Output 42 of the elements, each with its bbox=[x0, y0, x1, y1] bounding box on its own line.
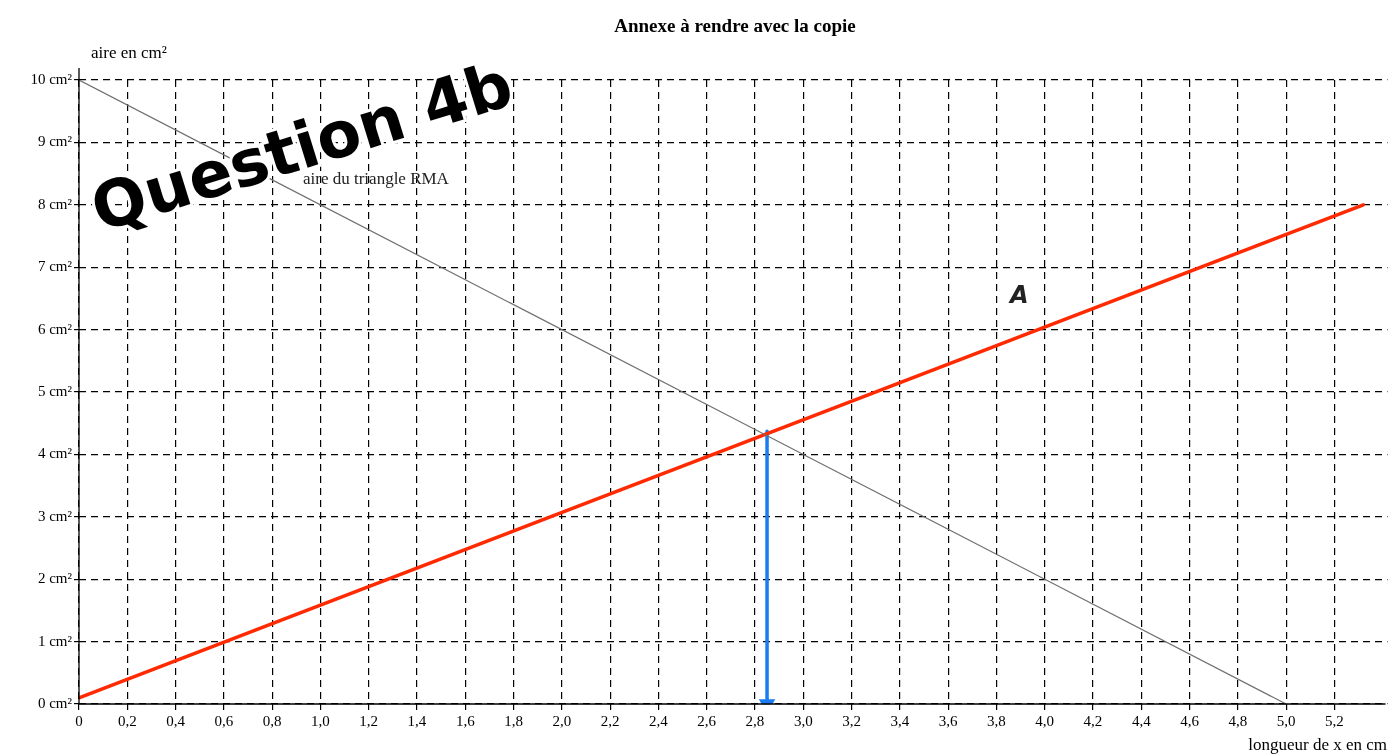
x-tick-label: 0,4 bbox=[166, 712, 186, 729]
y-tick-label: 9 cm² bbox=[37, 133, 73, 150]
x-tick-label: 2,6 bbox=[697, 712, 717, 729]
x-tick-label: 2,4 bbox=[649, 712, 669, 729]
x-axis-title: longueur de x en cm bbox=[1248, 734, 1387, 754]
x-tick-label: 1,4 bbox=[407, 712, 427, 729]
annotation: A bbox=[1008, 281, 1029, 310]
x-tick-label: 0,6 bbox=[214, 712, 234, 729]
y-tick-label: 1 cm² bbox=[37, 632, 73, 649]
y-axis-title: aire en cm² bbox=[91, 42, 167, 62]
y-tick-label: 5 cm² bbox=[37, 382, 73, 399]
y-tick-label: 0 cm² bbox=[37, 694, 73, 711]
x-tick-label: 2,0 bbox=[552, 712, 572, 729]
x-tick-label: 5,2 bbox=[1325, 712, 1344, 729]
x-tick-label: 1,6 bbox=[455, 712, 476, 729]
x-tick-label: 3,8 bbox=[987, 712, 1006, 729]
y-tick-label: 8 cm² bbox=[37, 195, 73, 212]
x-tick-label: 4,6 bbox=[1180, 712, 1200, 729]
x-tick-label: 5,0 bbox=[1276, 712, 1296, 729]
x-tick-label: 4,8 bbox=[1228, 712, 1248, 729]
x-tick-label: 1,2 bbox=[359, 712, 379, 729]
x-tick-label: 3,0 bbox=[793, 712, 813, 729]
x-tick-label: 1,8 bbox=[504, 712, 523, 729]
y-tick-label: 10 cm² bbox=[30, 70, 73, 87]
x-tick-label: 2,2 bbox=[600, 712, 620, 729]
x-tick-label: 0,8 bbox=[262, 712, 282, 729]
y-tick-label: 6 cm² bbox=[37, 320, 73, 337]
x-tick-label: 3,6 bbox=[938, 712, 958, 729]
y-tick-label: 3 cm² bbox=[37, 507, 73, 524]
x-tick-label: 3,2 bbox=[842, 712, 861, 729]
x-tick-label: 3,4 bbox=[890, 712, 910, 729]
chart-title: Annexe à rendre avec la copie bbox=[614, 15, 856, 37]
y-tick-label: 4 cm² bbox=[37, 445, 73, 462]
x-tick-label: 4,2 bbox=[1083, 712, 1103, 729]
x-tick-label: 2,8 bbox=[745, 712, 765, 729]
x-tick-label: 1,0 bbox=[311, 712, 330, 729]
x-tick-label: 4,0 bbox=[1035, 712, 1055, 729]
x-tick-label: 4,4 bbox=[1131, 712, 1152, 729]
x-tick-label: 0,2 bbox=[117, 712, 137, 729]
y-tick-label: 2 cm² bbox=[37, 570, 73, 587]
y-tick-label: 7 cm² bbox=[37, 258, 73, 275]
x-tick-label: 0 bbox=[75, 712, 83, 729]
